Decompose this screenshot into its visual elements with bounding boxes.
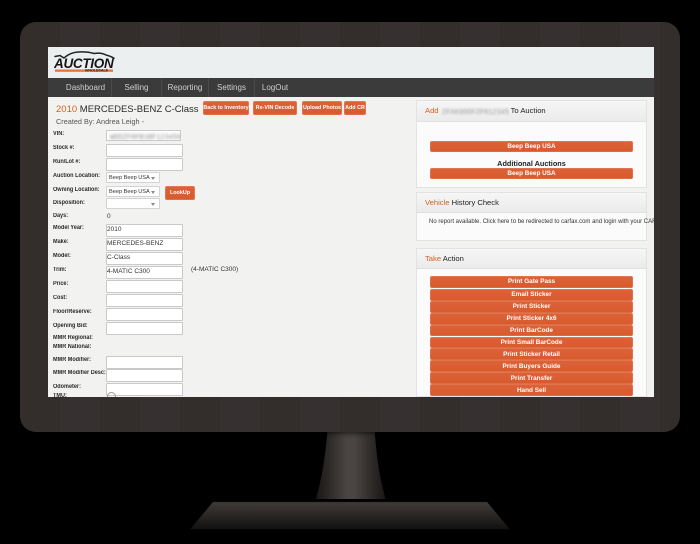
- svg-text:WHOLESALE: WHOLESALE: [85, 69, 109, 73]
- svg-text:ZFXK9DDFZP8123456: ZFXK9DDFZP8123456: [442, 109, 509, 116]
- svg-text:WDDZF8FB1BF123456: WDDZF8FB1BF123456: [110, 134, 181, 141]
